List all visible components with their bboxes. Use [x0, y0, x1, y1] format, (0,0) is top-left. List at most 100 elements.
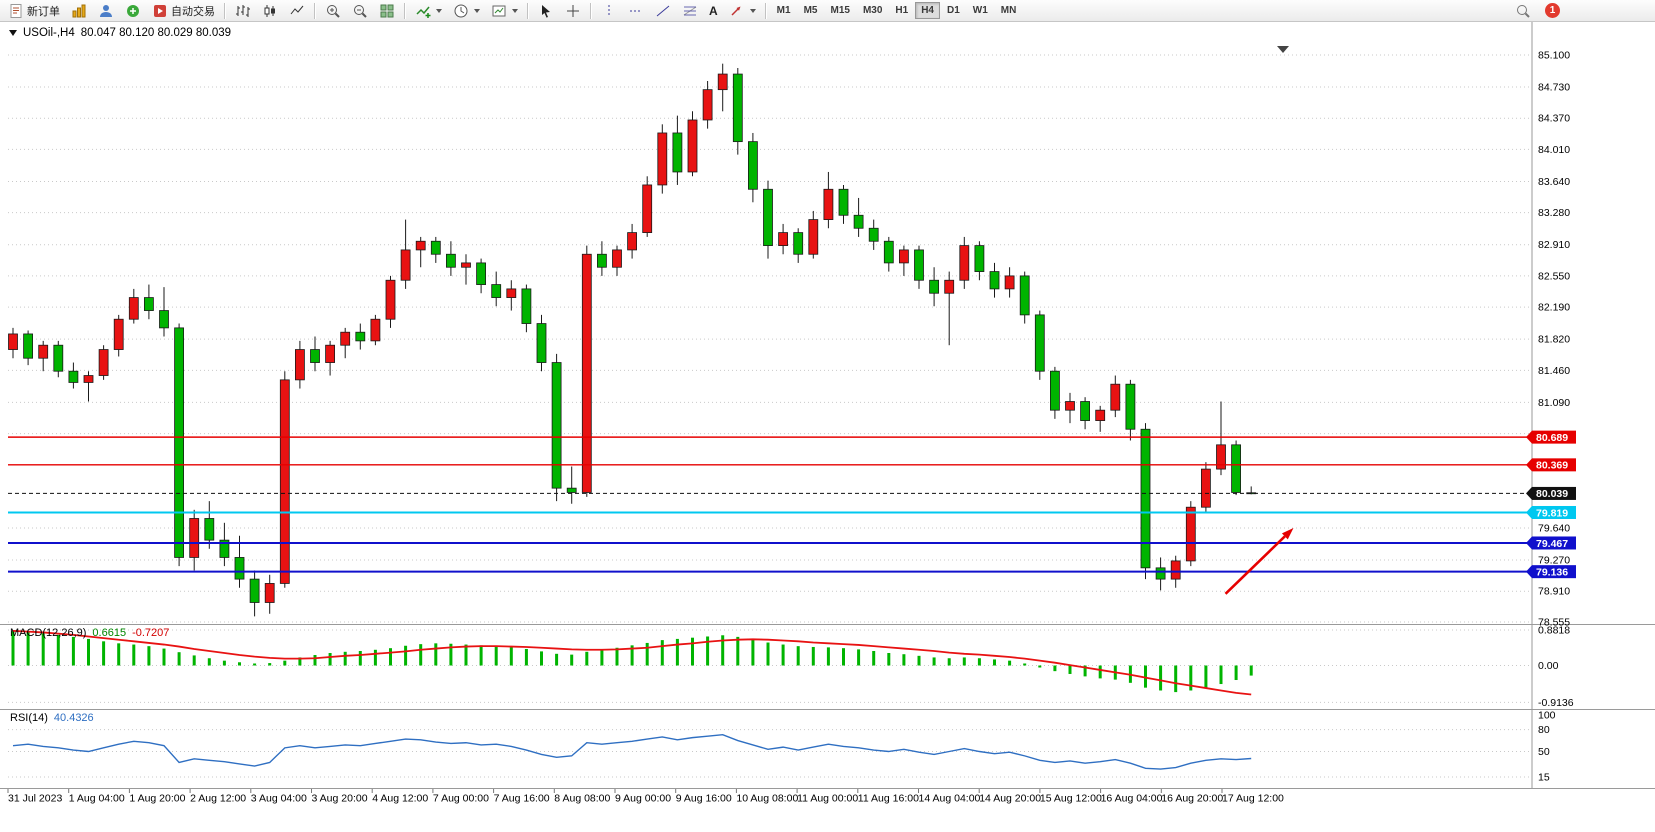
tile-windows-button[interactable]: [374, 1, 400, 21]
navigator-button[interactable]: [120, 1, 146, 21]
trendline-icon: [655, 3, 671, 19]
price-badge-80.689: 80.689: [1526, 430, 1576, 444]
timeframe-w1[interactable]: W1: [972, 5, 988, 16]
timeframe-h4[interactable]: H4: [915, 2, 940, 19]
macd-signal-value: -0.7207: [132, 627, 170, 639]
chart-ohlc: 80.047 80.120 80.029 80.039: [80, 27, 232, 39]
rsi-value: 40.4326: [53, 712, 94, 724]
autotrading-button[interactable]: 自动交易: [147, 1, 220, 21]
line-chart-mode-button[interactable]: [284, 1, 310, 21]
market-watch-icon: [98, 3, 114, 19]
zoom-in-icon: [325, 3, 341, 19]
macd-indicator-label: MACD(12,26,9) 0.6615 -0.7207: [10, 627, 169, 639]
bars-icon: [235, 3, 251, 19]
price-gridlines: [8, 54, 1530, 623]
macd-histogram: [11, 631, 1253, 693]
svg-text:15: 15: [1538, 772, 1550, 784]
horizontal-lines[interactable]: [8, 436, 1530, 573]
price-badge-79.467: 79.467: [1526, 536, 1576, 550]
text-tool-icon: A: [709, 3, 718, 18]
timeframe-m5[interactable]: M5: [803, 5, 818, 16]
svg-text:0.8818: 0.8818: [1538, 624, 1570, 636]
svg-text:82.550: 82.550: [1538, 270, 1570, 282]
svg-text:81.820: 81.820: [1538, 334, 1570, 346]
trend-arrow-annotation[interactable]: [1224, 527, 1294, 595]
autotrading-icon: [152, 3, 168, 19]
zoom-out-icon: [352, 3, 368, 19]
macd-main-value: 0.6615: [92, 627, 127, 639]
indicators-button[interactable]: [410, 1, 447, 21]
zoom-in-button[interactable]: [320, 1, 346, 21]
svg-text:16 Aug 04:00: 16 Aug 04:00: [1101, 793, 1163, 805]
fibonacci-tool-button[interactable]: [677, 1, 703, 21]
market-watch-button[interactable]: [93, 1, 119, 21]
chart-shift-marker-icon: [1277, 46, 1289, 53]
svg-text:79.819: 79.819: [1536, 507, 1568, 519]
svg-text:79.136: 79.136: [1536, 566, 1568, 578]
dropdown-arrow-icon: [512, 8, 518, 13]
symbol-dropdown-icon[interactable]: [9, 30, 17, 36]
svg-text:11 Aug 16:00: 11 Aug 16:00: [858, 793, 919, 805]
svg-text:10 Aug 08:00: 10 Aug 08:00: [736, 793, 798, 805]
line-chart-icon: [289, 3, 305, 19]
toolbar-separator: [314, 2, 316, 19]
candles-icon: [262, 3, 278, 19]
vertical-line-tool-button[interactable]: [596, 1, 622, 21]
svg-text:9 Aug 16:00: 9 Aug 16:00: [676, 793, 732, 805]
timeframe-m15[interactable]: M15: [830, 5, 850, 16]
svg-text:80: 80: [1538, 724, 1550, 736]
price-badge-80.039: 80.039: [1526, 486, 1576, 500]
svg-text:7 Aug 16:00: 7 Aug 16:00: [494, 793, 550, 805]
macd-signal-line: [12, 629, 1252, 696]
charts-button[interactable]: [66, 1, 92, 21]
timeframe-d1[interactable]: D1: [946, 5, 960, 16]
cursor-button[interactable]: [533, 1, 559, 21]
chart-symbol: USOil-,H4: [23, 27, 75, 39]
svg-text:84.370: 84.370: [1538, 113, 1570, 125]
price-badge-79.136: 79.136: [1526, 565, 1576, 578]
svg-text:9 Aug 00:00: 9 Aug 00:00: [615, 793, 671, 805]
search-button[interactable]: [1510, 1, 1536, 21]
svg-text:82.910: 82.910: [1538, 239, 1570, 251]
new-order-label: 新订单: [27, 5, 60, 18]
templates-button[interactable]: [486, 1, 523, 21]
svg-text:50: 50: [1538, 746, 1550, 758]
svg-text:7 Aug 00:00: 7 Aug 00:00: [433, 793, 489, 805]
notification-badge[interactable]: 1: [1545, 3, 1560, 18]
svg-text:-0.9136: -0.9136: [1538, 697, 1574, 709]
text-tool-button[interactable]: A: [704, 1, 723, 21]
crosshair-icon: [565, 3, 581, 19]
timeframe-mn[interactable]: MN: [1000, 5, 1017, 16]
svg-text:85.100: 85.100: [1538, 50, 1570, 62]
svg-text:81.090: 81.090: [1538, 397, 1570, 409]
bar-chart-mode-button[interactable]: [230, 1, 256, 21]
zoom-out-button[interactable]: [347, 1, 373, 21]
crosshair-button[interactable]: [560, 1, 586, 21]
svg-text:81.460: 81.460: [1538, 365, 1570, 377]
price-chart[interactable]: 85.100 84.730 84.370 84.010 83.640 83.280 82.9…: [0, 22, 1655, 832]
horizontal-line-tool-button[interactable]: [623, 1, 649, 21]
trendline-tool-button[interactable]: [650, 1, 676, 21]
dropdown-arrow-icon: [749, 8, 756, 13]
horizontal-line-icon: [628, 3, 644, 19]
svg-text:3 Aug 04:00: 3 Aug 04:00: [251, 793, 307, 805]
new-order-button[interactable]: 新订单: [3, 1, 65, 21]
fibonacci-icon: [682, 3, 698, 19]
search-icon: [1515, 3, 1531, 19]
timeframe-h1[interactable]: H1: [895, 5, 909, 16]
timeframe-m1[interactable]: M1: [776, 5, 791, 16]
candlestick-mode-button[interactable]: [257, 1, 283, 21]
arrows-icon: [729, 3, 745, 19]
new-order-icon: [8, 3, 24, 19]
periods-button[interactable]: [448, 1, 485, 21]
svg-text:31 Jul 2023: 31 Jul 2023: [8, 793, 62, 805]
price-axis: 85.100 84.730 84.370 84.010 83.640 83.280 82.9…: [1538, 50, 1574, 784]
panel-separators: [0, 22, 1655, 789]
arrows-tool-button[interactable]: [724, 1, 761, 21]
toolbar-separator: [404, 2, 406, 19]
svg-text:79.270: 79.270: [1538, 555, 1570, 567]
chart-info-line: USOil-,H4 80.047 80.120 80.029 80.039: [9, 27, 231, 39]
svg-text:80.689: 80.689: [1536, 432, 1568, 444]
timeframe-m30[interactable]: M30: [862, 5, 883, 16]
